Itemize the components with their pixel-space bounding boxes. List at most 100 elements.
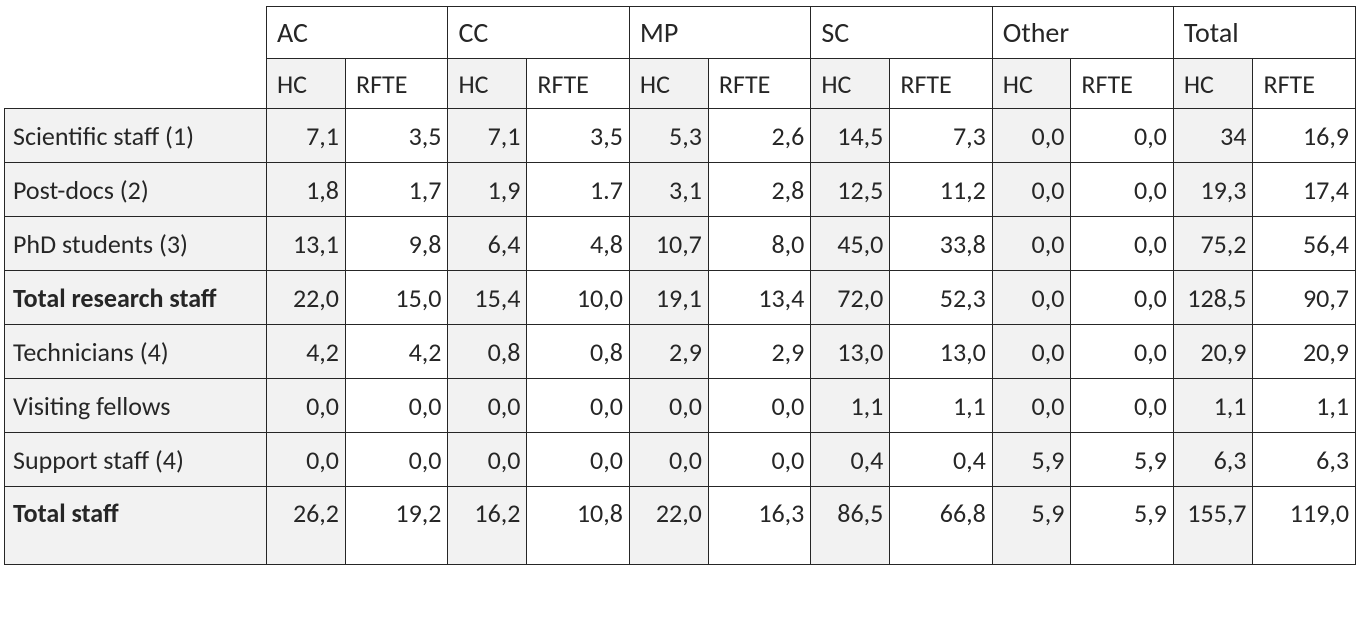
row-label: PhD students (3) xyxy=(5,217,267,271)
data-cell: 7,3 xyxy=(890,109,992,163)
data-cell: 16,9 xyxy=(1253,109,1356,163)
sub-header: HC xyxy=(811,59,890,109)
sub-header: RFTE xyxy=(1253,59,1356,109)
table-row: Total staff26,219,216,210,822,016,386,56… xyxy=(5,487,1356,565)
data-cell: 2,9 xyxy=(708,325,810,379)
group-header-row: ACCCMPSCOtherTotal xyxy=(5,7,1356,59)
data-cell: 0,0 xyxy=(448,379,527,433)
row-label: Total staff xyxy=(5,487,267,565)
data-cell: 155,7 xyxy=(1173,487,1253,565)
data-cell: 0,4 xyxy=(811,433,890,487)
data-cell: 0,0 xyxy=(1071,163,1173,217)
data-cell: 4,2 xyxy=(345,325,447,379)
data-cell: 0,0 xyxy=(992,163,1071,217)
group-header: AC xyxy=(266,7,447,59)
table-row: Scientific staff (1)7,13,57,13,55,32,614… xyxy=(5,109,1356,163)
data-cell: 5,9 xyxy=(1071,433,1173,487)
data-cell: 3,5 xyxy=(345,109,447,163)
data-cell: 3,1 xyxy=(629,163,708,217)
data-cell: 1,9 xyxy=(448,163,527,217)
data-cell: 15,0 xyxy=(345,271,447,325)
data-cell: 15,4 xyxy=(448,271,527,325)
data-cell: 0,0 xyxy=(1071,325,1173,379)
data-cell: 10,7 xyxy=(629,217,708,271)
data-cell: 0,0 xyxy=(1071,217,1173,271)
data-cell: 10,8 xyxy=(527,487,629,565)
data-cell: 0,0 xyxy=(992,217,1071,271)
data-cell: 0,0 xyxy=(527,379,629,433)
data-cell: 13,4 xyxy=(708,271,810,325)
sub-header: HC xyxy=(992,59,1071,109)
data-cell: 26,2 xyxy=(266,487,345,565)
data-cell: 19,2 xyxy=(345,487,447,565)
data-cell: 1,1 xyxy=(890,379,992,433)
data-cell: 72,0 xyxy=(811,271,890,325)
data-cell: 0,0 xyxy=(345,379,447,433)
data-cell: 10,0 xyxy=(527,271,629,325)
row-label: Technicians (4) xyxy=(5,325,267,379)
sub-header: HC xyxy=(448,59,527,109)
data-cell: 6,3 xyxy=(1253,433,1356,487)
data-cell: 5,9 xyxy=(1071,487,1173,565)
table-body: Scientific staff (1)7,13,57,13,55,32,614… xyxy=(5,109,1356,565)
data-cell: 22,0 xyxy=(266,271,345,325)
table-row: Post-docs (2)1,81,71,91.73,12,812,511,20… xyxy=(5,163,1356,217)
data-cell: 2,8 xyxy=(708,163,810,217)
data-cell: 14,5 xyxy=(811,109,890,163)
data-cell: 13,0 xyxy=(890,325,992,379)
data-cell: 4,8 xyxy=(527,217,629,271)
sub-header: HC xyxy=(1173,59,1253,109)
data-cell: 33,8 xyxy=(890,217,992,271)
data-cell: 52,3 xyxy=(890,271,992,325)
table-row: Total research staff22,015,015,410,019,1… xyxy=(5,271,1356,325)
data-cell: 66,8 xyxy=(890,487,992,565)
data-cell: 0,0 xyxy=(992,271,1071,325)
data-cell: 45,0 xyxy=(811,217,890,271)
table-row: Visiting fellows0,00,00,00,00,00,01,11,1… xyxy=(5,379,1356,433)
data-cell: 0,0 xyxy=(629,433,708,487)
data-cell: 1,7 xyxy=(345,163,447,217)
data-cell: 9,8 xyxy=(345,217,447,271)
data-cell: 0,0 xyxy=(266,433,345,487)
data-cell: 1,1 xyxy=(811,379,890,433)
staff-table: ACCCMPSCOtherTotal HCRFTEHCRFTEHCRFTEHCR… xyxy=(4,6,1356,565)
group-header: MP xyxy=(629,7,810,59)
corner-cell xyxy=(5,7,267,109)
data-cell: 3,5 xyxy=(527,109,629,163)
data-cell: 0,4 xyxy=(890,433,992,487)
data-cell: 19,1 xyxy=(629,271,708,325)
row-label: Scientific staff (1) xyxy=(5,109,267,163)
data-cell: 119,0 xyxy=(1253,487,1356,565)
data-cell: 0,0 xyxy=(992,379,1071,433)
data-cell: 7,1 xyxy=(448,109,527,163)
data-cell: 19,3 xyxy=(1173,163,1253,217)
data-cell: 0,0 xyxy=(345,433,447,487)
data-cell: 8,0 xyxy=(708,217,810,271)
data-cell: 1,1 xyxy=(1253,379,1356,433)
data-cell: 17,4 xyxy=(1253,163,1356,217)
sub-header: RFTE xyxy=(708,59,810,109)
data-cell: 5,9 xyxy=(992,487,1071,565)
data-cell: 0,0 xyxy=(448,433,527,487)
data-cell: 56,4 xyxy=(1253,217,1356,271)
data-cell: 22,0 xyxy=(629,487,708,565)
group-header: CC xyxy=(448,7,629,59)
data-cell: 4,2 xyxy=(266,325,345,379)
row-label: Visiting fellows xyxy=(5,379,267,433)
data-cell: 16,2 xyxy=(448,487,527,565)
sub-header: HC xyxy=(629,59,708,109)
group-header: Total xyxy=(1173,7,1355,59)
group-header: Other xyxy=(992,7,1173,59)
data-cell: 2,9 xyxy=(629,325,708,379)
data-cell: 0,0 xyxy=(708,379,810,433)
data-cell: 128,5 xyxy=(1173,271,1253,325)
data-cell: 34 xyxy=(1173,109,1253,163)
data-cell: 0,0 xyxy=(708,433,810,487)
data-cell: 0,0 xyxy=(266,379,345,433)
data-cell: 20,9 xyxy=(1253,325,1356,379)
data-cell: 2,6 xyxy=(708,109,810,163)
data-cell: 11,2 xyxy=(890,163,992,217)
data-cell: 6,3 xyxy=(1173,433,1253,487)
data-cell: 0,0 xyxy=(992,109,1071,163)
data-cell: 0,0 xyxy=(1071,271,1173,325)
